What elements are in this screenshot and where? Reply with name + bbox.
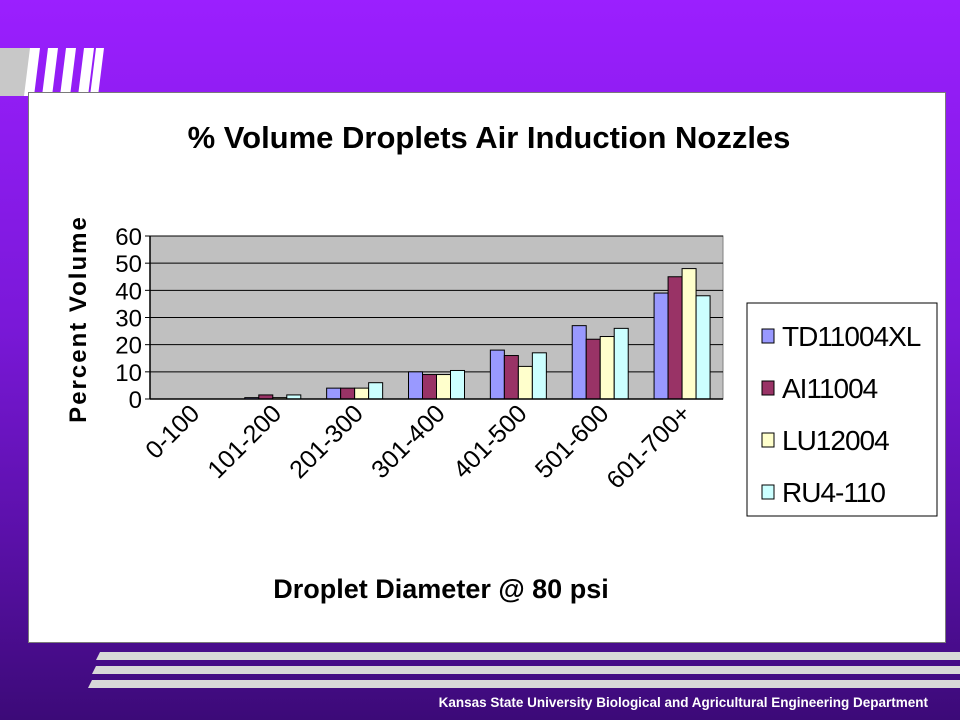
- title-bar-decoration: [0, 48, 104, 96]
- y-tick-label: 0: [129, 387, 142, 414]
- bar: [354, 387, 370, 400]
- x-tick-label: 0-100: [140, 399, 205, 464]
- y-tick-label: 60: [115, 224, 142, 251]
- legend-label: TD11004XL: [782, 321, 921, 352]
- x-tick-label: 501-600: [530, 399, 615, 484]
- bar: [613, 327, 629, 400]
- bar: [585, 338, 601, 400]
- y-axis-label: Percent Volume: [65, 215, 92, 423]
- deco-stripe: [24, 48, 40, 96]
- legend-label: LU12004: [782, 425, 889, 456]
- y-tick-label: 30: [115, 306, 142, 333]
- bar: [368, 382, 384, 400]
- bar: [422, 374, 437, 400]
- legend-label: AI11004: [782, 373, 878, 404]
- deco-line: [88, 680, 960, 688]
- legend-swatch: [761, 380, 775, 396]
- bar: [571, 325, 587, 400]
- x-tick-label: 301-400: [366, 399, 451, 484]
- bar: [436, 374, 451, 400]
- y-tick-label: 10: [115, 360, 142, 387]
- bar: [408, 371, 423, 400]
- bar: [450, 369, 465, 400]
- bar: [667, 276, 683, 400]
- legend-box: [746, 302, 938, 517]
- bar: [599, 336, 615, 400]
- bar: [531, 352, 547, 400]
- y-tick-label: 50: [115, 251, 142, 278]
- legend-label: RU4-110: [782, 477, 885, 508]
- chart-title: % Volume Droplets Air Induction Nozzles: [188, 120, 791, 155]
- chart-panel: % Volume Droplets Air Induction Nozzles …: [28, 92, 946, 643]
- deco-stripe: [42, 48, 58, 96]
- bar: [503, 355, 519, 400]
- bar: [517, 365, 533, 400]
- footer-decoration: [88, 652, 960, 688]
- bar: [340, 387, 356, 400]
- legend: TD11004XL AI11004 LU12004 RU4-110: [761, 321, 922, 508]
- legend-swatch: [761, 484, 775, 500]
- bar-chart: % Volume Droplets Air Induction Nozzles …: [65, 120, 938, 604]
- x-tick-label: 401-500: [448, 399, 533, 484]
- y-tick-label: 40: [115, 278, 142, 305]
- legend-swatch: [761, 432, 775, 448]
- x-tick-label: 101-200: [202, 399, 287, 484]
- deco-stripe: [78, 48, 94, 96]
- footer-text: Kansas State University Biological and A…: [438, 695, 928, 710]
- legend-swatch: [761, 328, 775, 344]
- x-axis-label: Droplet Diameter @ 80 psi: [273, 574, 608, 604]
- y-tick-label: 20: [115, 333, 142, 360]
- x-tick-labels: 0-100101-200201-300301-400401-500501-600…: [140, 399, 696, 494]
- bar: [489, 349, 505, 400]
- deco-line: [96, 652, 960, 660]
- bar: [653, 292, 669, 400]
- bar: [695, 295, 711, 400]
- x-tick-label: 201-300: [284, 399, 369, 484]
- x-tick-label: 601-700+: [601, 399, 696, 494]
- bar: [326, 387, 342, 400]
- deco-stripe: [90, 48, 104, 96]
- deco-line: [92, 666, 960, 674]
- bar: [681, 268, 697, 400]
- deco-stripe: [60, 48, 76, 96]
